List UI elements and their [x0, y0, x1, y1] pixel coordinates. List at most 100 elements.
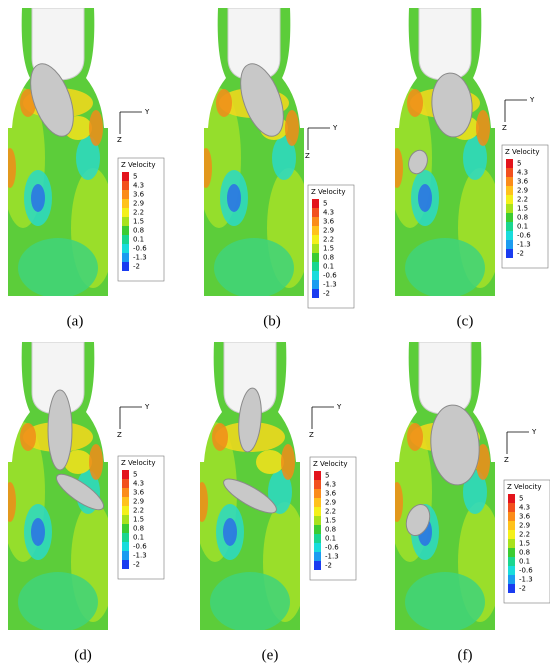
legend-label: 5 — [323, 200, 327, 208]
legend-swatch — [508, 530, 515, 539]
legend-label: -0.6 — [325, 544, 339, 552]
axis-label: Z — [504, 456, 509, 464]
legend-label: 0.1 — [517, 223, 528, 231]
legend-label: 1.5 — [517, 205, 528, 213]
contour — [256, 450, 284, 474]
duct-wall — [278, 342, 300, 462]
isosurface — [223, 478, 277, 514]
legend-swatch — [506, 240, 513, 249]
isosurface — [47, 389, 73, 471]
legend-label: 3.6 — [323, 218, 335, 226]
legend-label: 5 — [517, 160, 521, 168]
legend-label: 1.5 — [325, 517, 336, 525]
legend-swatch — [122, 497, 129, 506]
legend-swatch — [122, 190, 129, 199]
legend-label: 4.3 — [133, 182, 144, 190]
duct-wall — [473, 8, 495, 128]
axis-label: Y — [531, 428, 537, 436]
field — [8, 8, 108, 296]
axis-label: Y — [332, 124, 338, 132]
legend-label: -1.3 — [133, 552, 147, 560]
legend-swatch — [312, 289, 319, 298]
contour — [272, 136, 296, 180]
legend-label: -1.3 — [323, 281, 337, 289]
axis-label: Z — [117, 431, 122, 439]
panel: Y Z Z Velocity 54.33.62.92.21.50.80.1-0.6-1… — [395, 342, 550, 663]
legend-swatch — [312, 280, 319, 289]
legend-label: 2.9 — [133, 498, 144, 506]
legend-swatch — [122, 533, 129, 542]
legend-swatch — [312, 199, 319, 208]
duct-wall — [86, 8, 108, 128]
legend-label: 2.2 — [517, 196, 528, 204]
field — [204, 8, 304, 296]
legend-label: 4.3 — [323, 209, 334, 217]
panel: Y Z Z Velocity 54.33.62.92.21.50.80.1-0.6-1… — [8, 8, 165, 329]
legend-swatch — [314, 516, 321, 525]
isosurface — [430, 404, 480, 486]
legend-swatch — [122, 479, 129, 488]
contour — [18, 572, 98, 630]
axis-label: Y — [529, 96, 535, 104]
legend-label: -0.6 — [517, 232, 531, 240]
contour — [407, 423, 423, 451]
field — [395, 342, 495, 630]
contour — [285, 110, 299, 146]
legend-swatch — [122, 506, 129, 515]
isosurface — [55, 473, 105, 511]
duct-wall — [8, 342, 30, 462]
contour — [76, 136, 100, 180]
contour — [476, 110, 490, 146]
legend-swatch — [506, 222, 513, 231]
legend-swatch — [508, 539, 515, 548]
legend-swatch — [508, 512, 515, 521]
legend-swatch — [122, 542, 129, 551]
axis-label: Z — [502, 124, 507, 132]
legend-title: Z Velocity — [313, 460, 347, 468]
legend-label: 0.1 — [323, 263, 334, 271]
legend-swatch — [312, 235, 319, 244]
legend-title: Z Velocity — [121, 161, 155, 169]
legend-label: 2.9 — [133, 200, 144, 208]
nozzle — [418, 342, 472, 415]
legend-label: 2.2 — [325, 508, 336, 516]
legend-swatch — [508, 503, 515, 512]
axis-label: Y — [336, 403, 342, 411]
legend-swatch — [122, 524, 129, 533]
legend-label: 3.6 — [133, 489, 145, 497]
legend-label: 0.1 — [133, 236, 144, 244]
panel-label: (c) — [457, 313, 474, 329]
panel-label: (a) — [67, 313, 84, 329]
legend-swatch — [506, 186, 513, 195]
contour — [214, 238, 294, 296]
contour — [8, 482, 16, 522]
contour — [18, 238, 98, 296]
legend-swatch — [122, 181, 129, 190]
contour — [64, 450, 92, 474]
field — [395, 8, 495, 296]
legend-label: -1.3 — [325, 553, 339, 561]
legend-swatch — [122, 199, 129, 208]
contour — [89, 110, 103, 146]
legend-swatch — [122, 244, 129, 253]
contour — [210, 572, 290, 630]
duct-wall — [8, 8, 30, 128]
panel-label: (b) — [263, 313, 281, 329]
contour — [395, 148, 403, 188]
legend-label: 0.1 — [519, 558, 530, 566]
contour — [407, 89, 423, 117]
legend-title: Z Velocity — [121, 459, 155, 467]
legend-label: 2.9 — [325, 499, 336, 507]
isosurface — [408, 149, 428, 175]
legend-label: -2 — [133, 263, 140, 271]
contour — [8, 148, 16, 188]
legend-swatch — [122, 172, 129, 181]
contour — [212, 423, 228, 451]
legend-swatch — [314, 534, 321, 543]
legend-swatch — [506, 168, 513, 177]
legend-swatch — [506, 204, 513, 213]
isosurface — [30, 63, 74, 137]
legend-label: 0.8 — [519, 549, 530, 557]
contour — [463, 470, 487, 514]
